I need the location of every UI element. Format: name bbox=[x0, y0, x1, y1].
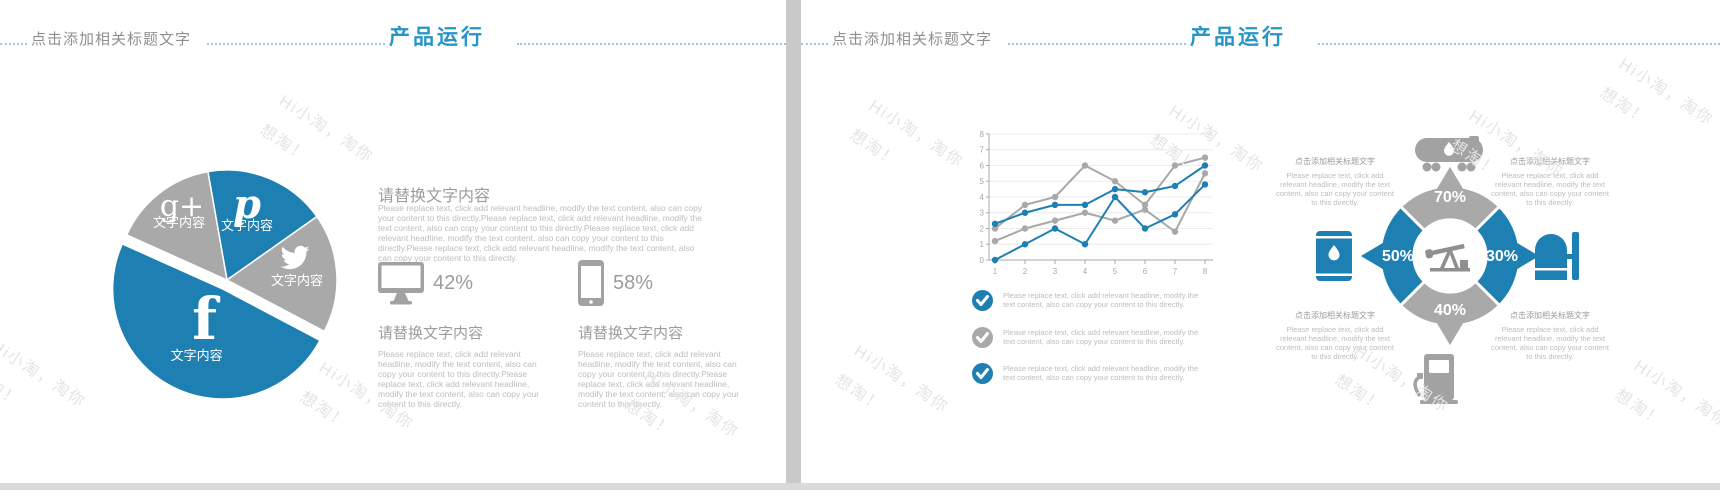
svg-text:5: 5 bbox=[980, 177, 985, 186]
note-top-right: 点击添加相关标题文字 Please replace text, click ad… bbox=[1488, 156, 1612, 207]
desktop-icon bbox=[378, 262, 424, 305]
stat-desktop: 42% bbox=[378, 260, 473, 306]
header-dotted-line bbox=[1318, 43, 1720, 45]
pie-slice-label: 文字内容 bbox=[171, 348, 223, 363]
donut-value-right: 30% bbox=[1486, 248, 1518, 265]
fuel-pump-icon bbox=[1413, 354, 1458, 404]
slide-thumbnail-left[interactable]: 点击添加相关标题文字 产品运行 p 文字内容 文字内容 f 文字内容 g+ 文字内容 请替换… bbox=[0, 0, 786, 483]
twitter-slice bbox=[225, 215, 338, 333]
slide-subtitle: 点击添加相关标题文字 bbox=[31, 31, 192, 48]
check-bullet: Please replace text, click add relevant … bbox=[972, 363, 1201, 384]
bottom-gutter-bar bbox=[0, 483, 1720, 490]
note-bottom-right: 点击添加相关标题文字 Please replace text, click ad… bbox=[1488, 310, 1612, 361]
text-column-2: 请替换文字内容 Please replace text, click add r… bbox=[578, 322, 750, 409]
svg-text:6: 6 bbox=[1143, 267, 1148, 276]
watermark: Hi小淘，淘你想淘！ bbox=[846, 97, 967, 172]
donut-value-top: 70% bbox=[1434, 189, 1466, 206]
note-top-left: 点击添加相关标题文字 Please replace text, click ad… bbox=[1273, 156, 1397, 207]
watermark: Hi小淘，淘你想淘！ bbox=[1596, 55, 1717, 130]
header-dotted-line bbox=[517, 43, 786, 45]
check-bullet: Please replace text, click add relevant … bbox=[972, 290, 1201, 311]
pinterest-icon: p bbox=[233, 181, 261, 228]
svg-text:3: 3 bbox=[1053, 267, 1058, 276]
svg-text:5: 5 bbox=[1113, 267, 1118, 276]
pie-slice-label: 文字内容 bbox=[153, 215, 205, 230]
check-circle-icon bbox=[972, 290, 993, 311]
storage-tank-icon bbox=[1535, 232, 1579, 280]
svg-text:2: 2 bbox=[980, 224, 985, 233]
note-heading: 点击添加相关标题文字 bbox=[1510, 157, 1590, 166]
text-column-1: 请替换文字内容 Please replace text, click add r… bbox=[378, 322, 550, 409]
header-dotted-line bbox=[0, 43, 27, 45]
svg-text:0: 0 bbox=[980, 256, 985, 265]
slide-subtitle: 点击添加相关标题文字 bbox=[832, 31, 993, 48]
pie-slice-label: 文字内容 bbox=[271, 273, 323, 288]
watermark: Hi小淘，淘你想淘！ bbox=[1611, 357, 1720, 432]
note-heading: 点击添加相关标题文字 bbox=[1510, 311, 1590, 320]
slide-section-title: 产品运行 bbox=[389, 26, 485, 49]
check-circle-icon bbox=[972, 363, 993, 384]
header-dotted-line bbox=[1008, 43, 1186, 45]
note-body: Please replace text, click add relevant … bbox=[1276, 325, 1394, 361]
check-circle-icon bbox=[972, 327, 993, 348]
googleplus-icon: g+ bbox=[160, 189, 204, 224]
facebook-slice bbox=[111, 242, 321, 400]
note-bottom-left: 点击添加相关标题文字 Please replace text, click ad… bbox=[1273, 310, 1397, 361]
twitter-icon bbox=[280, 245, 310, 270]
donut-value-bottom: 40% bbox=[1434, 302, 1466, 319]
svg-text:4: 4 bbox=[980, 193, 985, 202]
note-body: Please replace text, click add relevant … bbox=[1491, 325, 1609, 361]
svg-text:8: 8 bbox=[980, 130, 985, 139]
note-body: Please replace text, click add relevant … bbox=[1276, 171, 1394, 207]
oil-barrel-icon bbox=[1315, 231, 1353, 281]
tank-truck-icon bbox=[1415, 136, 1483, 172]
column-heading: 请替换文字内容 bbox=[378, 325, 484, 342]
svg-text:1: 1 bbox=[980, 240, 985, 249]
svg-text:4: 4 bbox=[1083, 267, 1088, 276]
bullet-text: Please replace text, click add relevant … bbox=[1003, 364, 1199, 382]
check-bullet: Please replace text, click add relevant … bbox=[972, 327, 1201, 348]
svg-text:1: 1 bbox=[993, 267, 998, 276]
column-body: Please replace text, click add relevant … bbox=[578, 349, 740, 409]
svg-text:8: 8 bbox=[1203, 267, 1208, 276]
note-heading: 点击添加相关标题文字 bbox=[1295, 157, 1375, 166]
donut-value-left: 50% bbox=[1382, 248, 1414, 265]
stat-value: 42% bbox=[433, 271, 474, 294]
stat-value: 58% bbox=[613, 271, 654, 294]
googleplus-slice bbox=[125, 170, 228, 282]
svg-text:2: 2 bbox=[1023, 267, 1028, 276]
intro-body: Please replace text, click add relevant … bbox=[378, 203, 703, 263]
pie-slice-label: 文字内容 bbox=[221, 218, 273, 233]
pumpjack-icon bbox=[1425, 243, 1470, 272]
stat-mobile: 58% bbox=[578, 260, 653, 306]
phone-icon bbox=[578, 260, 604, 306]
column-body: Please replace text, click add relevant … bbox=[378, 349, 540, 409]
header-dotted-line bbox=[207, 43, 385, 45]
svg-text:7: 7 bbox=[1173, 267, 1178, 276]
intro-heading: 请替换文字内容 bbox=[378, 188, 491, 205]
svg-text:7: 7 bbox=[980, 146, 985, 155]
svg-text:6: 6 bbox=[980, 161, 985, 170]
bullet-text: Please replace text, click add relevant … bbox=[1003, 291, 1199, 309]
column-heading: 请替换文字内容 bbox=[578, 325, 684, 342]
facebook-icon: f bbox=[192, 285, 221, 353]
pinterest-slice bbox=[207, 169, 318, 282]
bullet-text: Please replace text, click add relevant … bbox=[1003, 328, 1199, 346]
note-heading: 点击添加相关标题文字 bbox=[1295, 311, 1375, 320]
donut-diagram: 70% 30% 40% 50% bbox=[1355, 161, 1545, 351]
note-body: Please replace text, click add relevant … bbox=[1491, 171, 1609, 207]
svg-text:3: 3 bbox=[980, 209, 985, 218]
header-dotted-line bbox=[801, 43, 828, 45]
slide-section-title: 产品运行 bbox=[1190, 26, 1286, 49]
watermark: Hi小淘，淘你想淘！ bbox=[831, 342, 952, 417]
